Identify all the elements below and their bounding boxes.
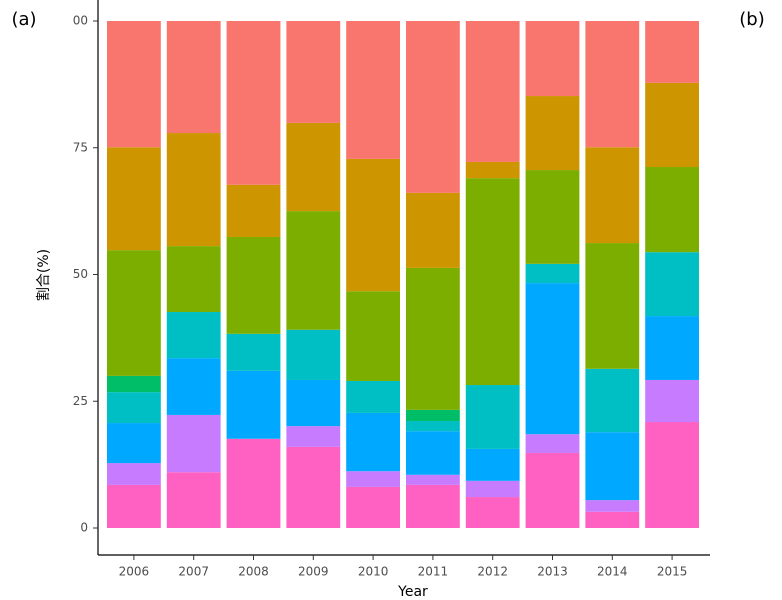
bar-segment bbox=[645, 21, 700, 83]
y-tick-label: 75 bbox=[73, 140, 88, 154]
bar-segment bbox=[106, 484, 161, 528]
x-tick-label: 2011 bbox=[418, 565, 449, 579]
bar-segment bbox=[465, 385, 520, 449]
bar-segment bbox=[166, 133, 221, 247]
bar-segment bbox=[585, 243, 640, 369]
bar-segment bbox=[525, 452, 580, 528]
bar-segment bbox=[645, 379, 700, 423]
bar-segment bbox=[465, 21, 520, 162]
bar-segment bbox=[585, 21, 640, 148]
bar-segment bbox=[106, 392, 161, 424]
bar-segment bbox=[166, 472, 221, 528]
bar-segment bbox=[645, 252, 700, 317]
x-tick-label: 2012 bbox=[477, 565, 508, 579]
bar-segment bbox=[346, 412, 401, 472]
bar-segment bbox=[465, 161, 520, 179]
panel-label: (a) bbox=[11, 9, 36, 30]
bar-segment bbox=[106, 147, 161, 251]
bar-segment bbox=[346, 291, 401, 381]
bar-segment bbox=[585, 368, 640, 433]
bar-segment bbox=[346, 380, 401, 413]
bar-segment bbox=[346, 158, 401, 292]
y-tick-label: 00 bbox=[73, 14, 88, 28]
x-tick-label: 2010 bbox=[358, 565, 389, 579]
bar-segment bbox=[405, 474, 460, 485]
bar-segment bbox=[106, 250, 161, 376]
bar-segment bbox=[166, 246, 221, 313]
y-axis-title: 割合(%) bbox=[35, 249, 52, 301]
bar-segment bbox=[465, 497, 520, 528]
bar-segment bbox=[465, 448, 520, 481]
bar-segment bbox=[645, 422, 700, 528]
bar-segment bbox=[286, 446, 341, 528]
bar-segment bbox=[405, 421, 460, 432]
bar-segment bbox=[106, 375, 161, 393]
bar-segment bbox=[166, 21, 221, 134]
bar-segment bbox=[346, 471, 401, 487]
bar-segment bbox=[226, 438, 281, 528]
bar-segment bbox=[286, 211, 341, 330]
y-tick-label: 50 bbox=[73, 267, 88, 281]
bar-segment bbox=[525, 170, 580, 264]
bar-segment bbox=[585, 511, 640, 528]
bar-segment bbox=[645, 316, 700, 380]
bar-segment bbox=[226, 370, 281, 439]
bar-segment bbox=[645, 82, 700, 168]
bar-segment bbox=[106, 463, 161, 485]
bar-segment bbox=[585, 432, 640, 501]
bar-segment bbox=[286, 21, 341, 123]
bar-segment bbox=[405, 267, 460, 410]
bar-segment bbox=[166, 358, 221, 415]
bar-segment bbox=[405, 484, 460, 528]
x-tick-label: 2009 bbox=[298, 565, 329, 579]
bar-segment bbox=[525, 96, 580, 171]
bar-segment bbox=[286, 426, 341, 447]
y-tick-label: 25 bbox=[73, 394, 88, 408]
bar-segment bbox=[525, 283, 580, 435]
x-tick-label: 2015 bbox=[657, 565, 688, 579]
bar-segment bbox=[405, 21, 460, 193]
bar-segment bbox=[585, 147, 640, 244]
y-tick-label: 0 bbox=[80, 521, 88, 535]
bar-segment bbox=[226, 236, 281, 334]
x-tick-label: 2006 bbox=[119, 565, 150, 579]
x-tick-label: 2013 bbox=[537, 565, 568, 579]
bar-segment bbox=[286, 122, 341, 212]
x-axis-title: Year bbox=[397, 584, 428, 600]
bar-segment bbox=[346, 486, 401, 528]
bar-segment bbox=[166, 414, 221, 473]
bar-segment bbox=[166, 312, 221, 359]
bar-segment bbox=[525, 21, 580, 97]
x-tick-label: 2007 bbox=[178, 565, 209, 579]
bar-segment bbox=[465, 480, 520, 498]
bar-segment bbox=[405, 192, 460, 268]
bar-segment bbox=[226, 21, 281, 185]
x-tick-label: 2008 bbox=[238, 565, 269, 579]
bar-segment bbox=[405, 431, 460, 475]
bar-segment bbox=[106, 21, 161, 148]
bar-segment bbox=[286, 379, 341, 427]
panel-label: (b) bbox=[739, 9, 764, 30]
bar-segment bbox=[346, 21, 401, 159]
bar-segment bbox=[226, 333, 281, 371]
bar-segment bbox=[405, 409, 460, 422]
bar-segment bbox=[585, 500, 640, 512]
bar-segment bbox=[525, 263, 580, 284]
bar-segment bbox=[525, 434, 580, 453]
bar-segment bbox=[226, 184, 281, 237]
bar-segment bbox=[286, 329, 341, 380]
bar-segment bbox=[465, 178, 520, 386]
bar-segment bbox=[106, 423, 161, 464]
x-tick-label: 2014 bbox=[597, 565, 628, 579]
bar-segment bbox=[645, 167, 700, 253]
